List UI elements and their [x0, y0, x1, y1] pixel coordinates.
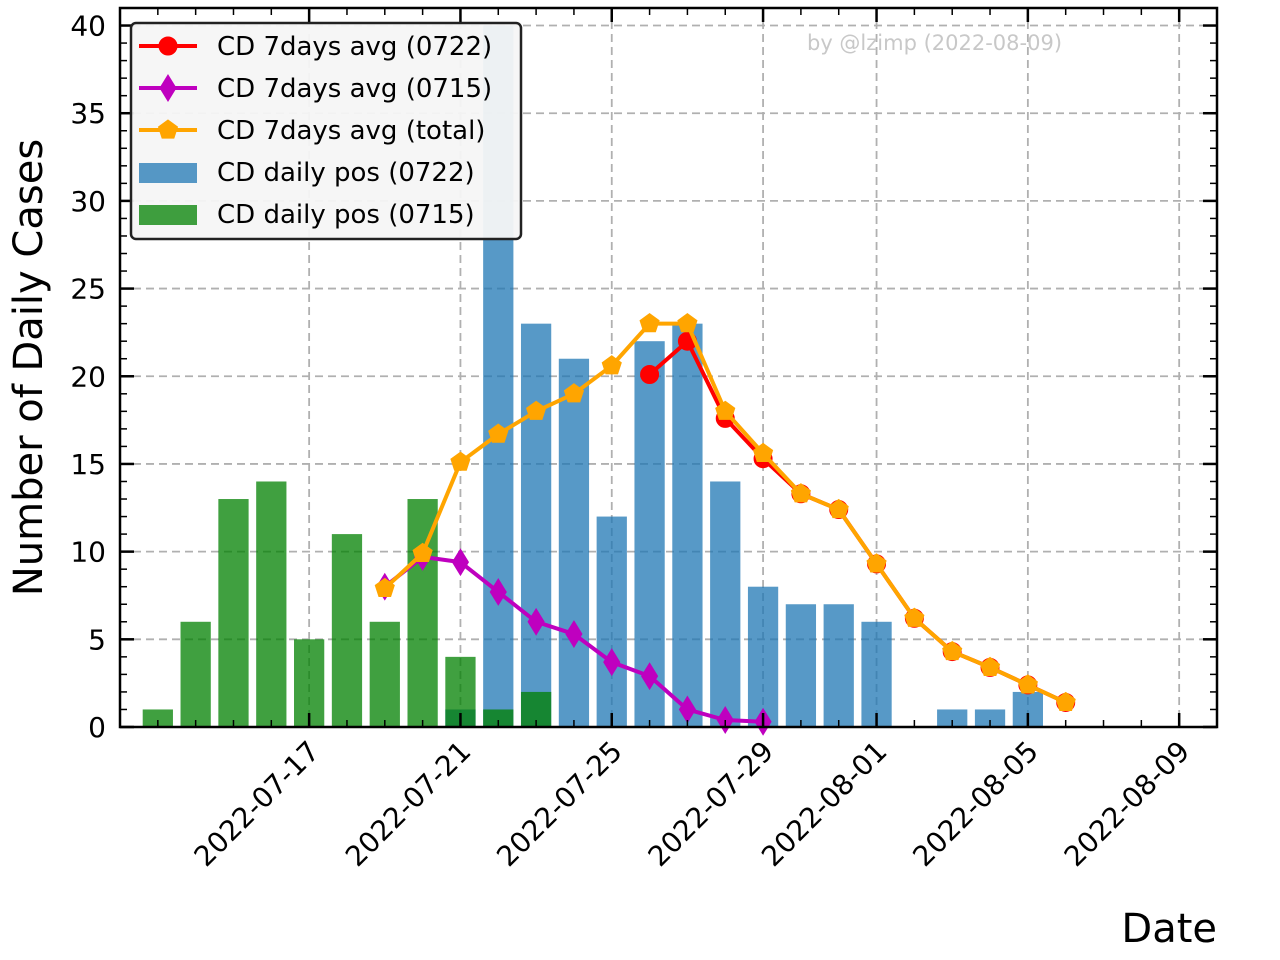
- legend-swatch: [139, 163, 197, 183]
- data-point: [640, 662, 659, 691]
- data-point: [563, 383, 585, 403]
- data-point: [752, 442, 774, 463]
- y-axis-label: Number of Daily Cases: [6, 139, 52, 596]
- x-axis-label: Date: [1121, 906, 1217, 952]
- bar: [672, 323, 703, 727]
- legend-item: CD 7days avg (total): [139, 116, 485, 146]
- bar: [596, 516, 627, 727]
- bar: [483, 709, 514, 727]
- bar: [937, 709, 968, 727]
- data-point: [489, 578, 507, 606]
- data-point: [412, 542, 433, 562]
- data-point: [640, 365, 660, 385]
- legend-swatch: [139, 205, 197, 225]
- legend-item: CD 7days avg (0722): [139, 32, 492, 62]
- data-point: [488, 423, 509, 443]
- y-tick-label: 0: [88, 711, 106, 744]
- legend-marker: [157, 119, 179, 139]
- data-point: [1055, 691, 1076, 712]
- y-tick-label: 30: [70, 185, 106, 218]
- y-tick-label: 20: [70, 360, 106, 393]
- bar: [861, 621, 892, 727]
- data-point: [904, 607, 925, 627]
- legend-label: CD 7days avg (0715): [217, 74, 492, 104]
- data-point: [866, 553, 887, 573]
- legend-marker: [159, 74, 177, 102]
- bar: [974, 709, 1006, 727]
- bar: [294, 639, 325, 727]
- bar: [823, 604, 854, 727]
- data-point: [1017, 674, 1038, 694]
- bar: [256, 481, 287, 727]
- bar: [747, 586, 779, 727]
- y-tick-label: 40: [70, 10, 106, 43]
- legend-box: [129, 21, 523, 241]
- legend-label: CD daily pos (0722): [217, 158, 475, 188]
- data-point: [942, 640, 963, 661]
- bar: [331, 534, 363, 727]
- data-point: [374, 577, 395, 598]
- plot-frame: [118, 6, 1219, 729]
- data-point: [639, 313, 660, 333]
- y-tick-label: 5: [88, 623, 106, 656]
- data-point: [790, 483, 811, 503]
- data-point: [979, 656, 1001, 676]
- legend-label: CD 7days avg (total): [217, 116, 485, 146]
- bar: [710, 481, 741, 727]
- bar: [142, 709, 173, 727]
- legend-item: CD 7days avg (0715): [139, 74, 492, 104]
- bar: [180, 621, 211, 727]
- watermark: by @lzimp (2022-08-09): [807, 31, 1062, 55]
- legend-label: CD 7days avg (0722): [217, 32, 492, 62]
- data-point: [526, 400, 547, 420]
- data-point: [527, 607, 545, 636]
- legend-item: CD daily pos (0715): [139, 200, 475, 230]
- data-point: [601, 355, 622, 375]
- data-point: [603, 648, 621, 677]
- bar: [520, 323, 552, 727]
- bar: [369, 621, 400, 727]
- legend-label: CD daily pos (0715): [217, 200, 475, 230]
- y-tick-label: 10: [70, 536, 106, 569]
- data-point: [677, 313, 698, 333]
- bar: [558, 358, 590, 727]
- data-point: [451, 548, 470, 577]
- legend-item: CD daily pos (0722): [139, 158, 475, 188]
- bar: [785, 604, 817, 727]
- y-tick-label: 15: [70, 448, 106, 481]
- bar: [407, 499, 438, 727]
- legend-marker: [158, 36, 178, 56]
- data-point: [828, 498, 849, 519]
- bar: [218, 499, 249, 727]
- y-tick-label: 25: [70, 273, 106, 306]
- data-point: [715, 400, 736, 420]
- data-point: [450, 451, 471, 471]
- legend: CD 7days avg (0722) CD 7days avg (0715) CD…: [129, 21, 523, 241]
- data-point: [565, 620, 583, 649]
- y-tick-label: 35: [70, 97, 106, 130]
